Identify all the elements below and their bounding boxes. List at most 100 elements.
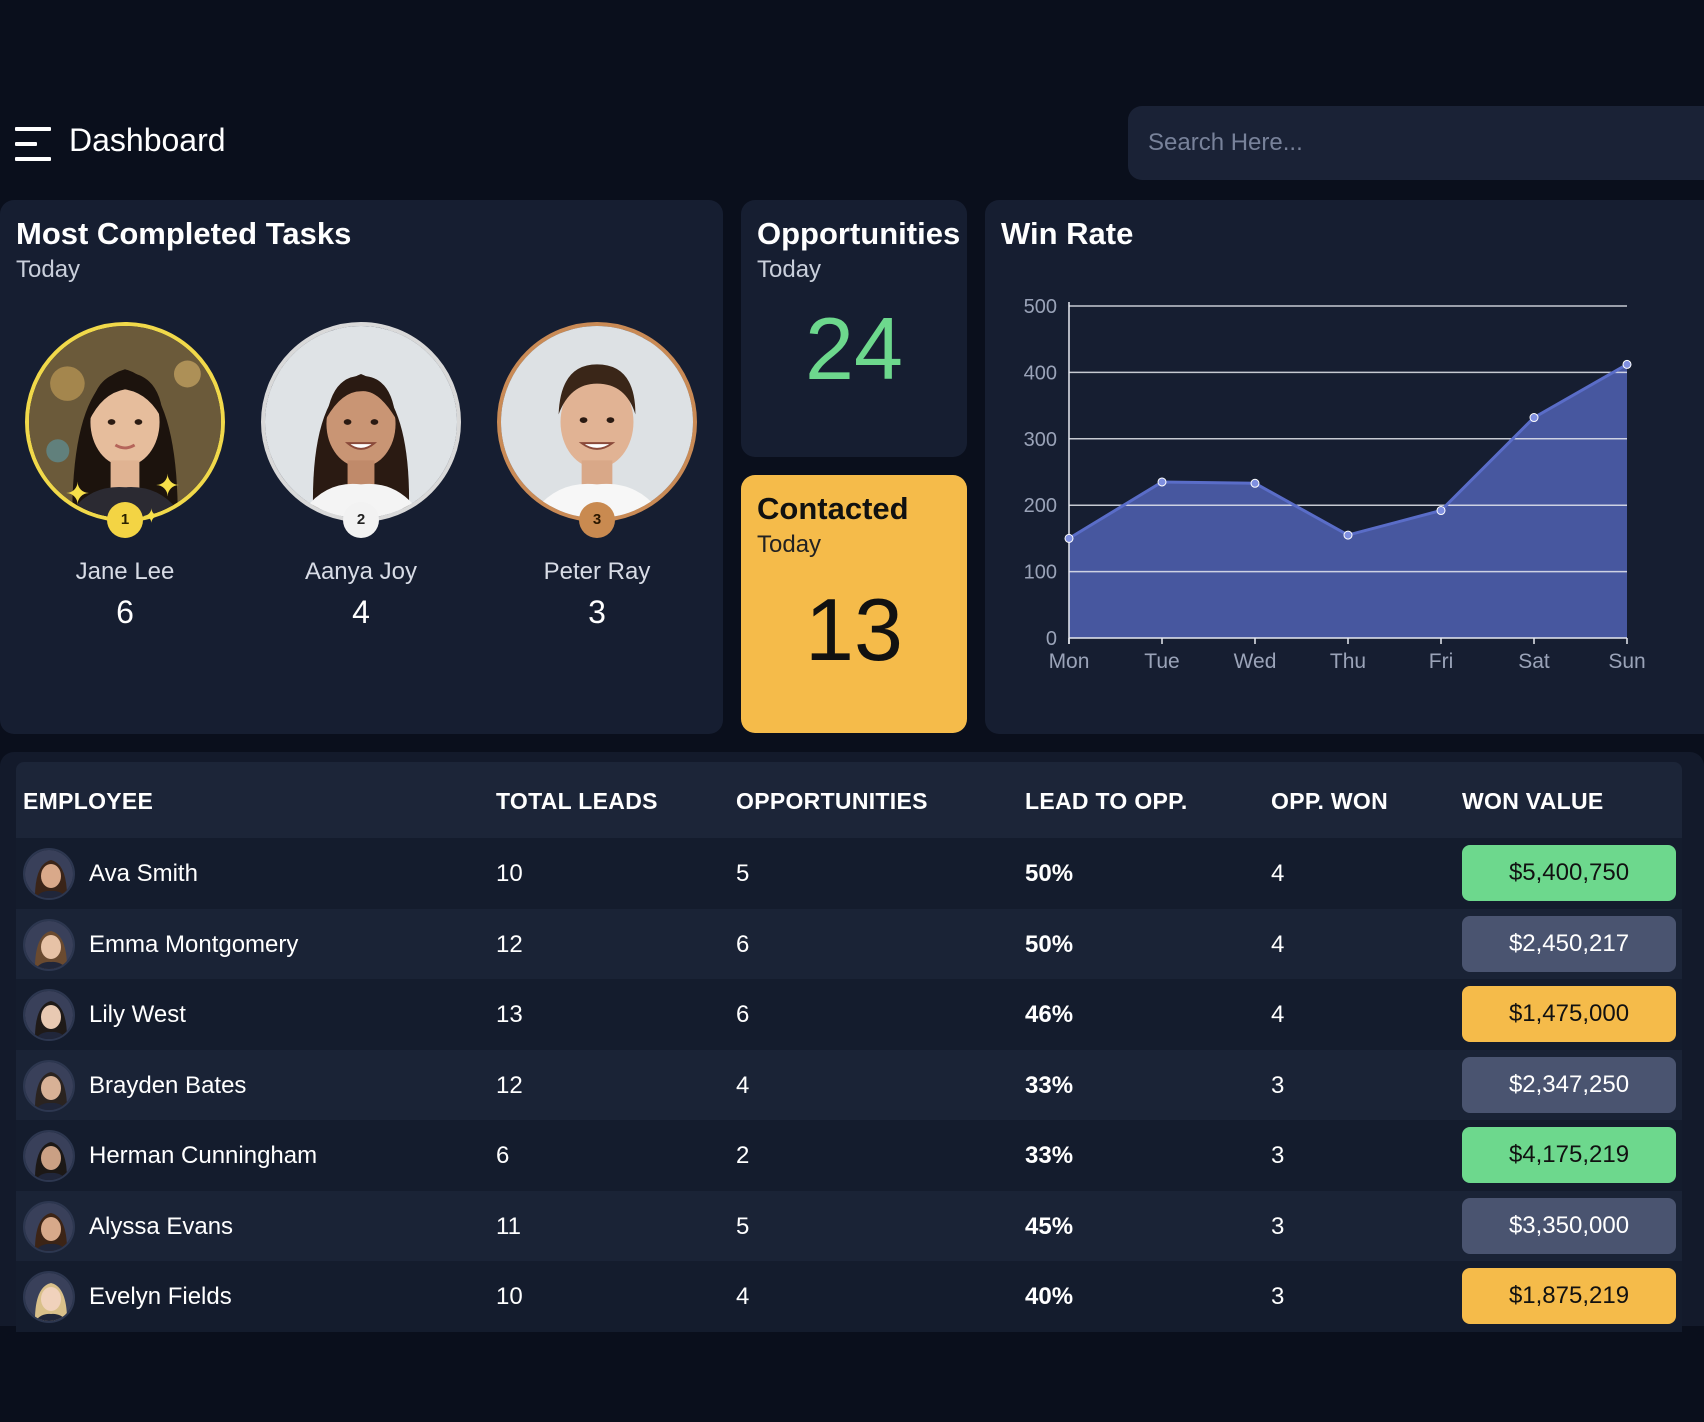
data-point bbox=[1622, 359, 1632, 369]
won-value-badge: $2,347,250 bbox=[1462, 1056, 1676, 1113]
won-value-badge: $2,450,217 bbox=[1462, 915, 1676, 972]
person-portrait-icon bbox=[25, 1061, 73, 1110]
rank-badge: 2 bbox=[343, 502, 379, 538]
employee-avatar bbox=[23, 989, 75, 1041]
opportunities-cell: 5 bbox=[736, 1212, 750, 1240]
x-tick-label: Tue bbox=[1144, 650, 1179, 673]
won-value-badge: $4,175,219 bbox=[1462, 1127, 1676, 1183]
total-leads-cell: 11 bbox=[496, 1212, 521, 1240]
y-tick-label: 400 bbox=[1024, 362, 1057, 384]
top-performer-3[interactable]: 3 Peter Ray 3 bbox=[497, 322, 697, 632]
chart-title: Win Rate bbox=[1001, 216, 1134, 251]
employee-avatar bbox=[23, 1271, 75, 1323]
employee-name: Lily West bbox=[89, 1001, 186, 1028]
total-leads-cell: 6 bbox=[496, 1142, 510, 1169]
avatar bbox=[261, 322, 461, 522]
employee-avatar bbox=[23, 1059, 75, 1112]
table-row[interactable]: Lily West 13 6 46% 4 $1,475,000 bbox=[16, 979, 1682, 1050]
employee-avatar bbox=[23, 1130, 75, 1182]
data-point bbox=[1436, 506, 1446, 516]
woman-portrait-icon bbox=[29, 326, 221, 518]
win-rate-card: Win Rate 0 100 200 300 400 500 Mon Tue Wed Thu Fri… bbox=[985, 200, 1704, 734]
contacted-card[interactable]: Contacted Today 13 bbox=[741, 475, 967, 733]
lead-to-opp-cell: 46% bbox=[1025, 1001, 1074, 1028]
table-header: EMPLOYEE TOTAL LEADS OPPORTUNITIES LEAD … bbox=[16, 762, 1682, 838]
y-tick-label: 500 bbox=[1024, 296, 1057, 318]
opportunities-cell: 6 bbox=[736, 1001, 750, 1028]
opportunities-cell: 4 bbox=[736, 1283, 750, 1310]
card-subtitle: Today bbox=[757, 531, 822, 558]
search-input[interactable] bbox=[1128, 106, 1704, 180]
column-header-opp-won[interactable]: OPP. WON bbox=[1271, 788, 1388, 814]
total-leads-cell: 10 bbox=[496, 860, 523, 887]
rank-badge: 1 bbox=[107, 502, 143, 538]
employee-table: EMPLOYEE TOTAL LEADS OPPORTUNITIES LEAD … bbox=[16, 762, 1682, 1332]
card-subtitle: Today bbox=[16, 256, 81, 283]
opp-won-cell: 3 bbox=[1271, 1283, 1285, 1310]
performer-task-count: 4 bbox=[352, 594, 370, 630]
avatar bbox=[497, 322, 697, 522]
win-rate-chart: 0 100 200 300 400 500 Mon Tue Wed Thu Fri Sat Sun bbox=[1024, 296, 1646, 673]
avatar bbox=[25, 322, 225, 522]
data-point bbox=[1157, 477, 1167, 487]
lead-to-opp-cell: 33% bbox=[1025, 1142, 1074, 1169]
employee-name: Brayden Bates bbox=[89, 1071, 247, 1099]
card-title: Most Completed Tasks bbox=[16, 216, 352, 251]
table-row[interactable]: Emma Montgomery 12 6 50% 4 $2,450,217 bbox=[16, 908, 1682, 979]
most-completed-tasks-card: Most Completed Tasks Today ✦ ✦ ✦ 1 Jane bbox=[0, 200, 723, 734]
total-leads-cell: 12 bbox=[496, 930, 523, 958]
person-portrait-icon bbox=[25, 991, 73, 1039]
person-portrait-icon bbox=[25, 850, 73, 898]
top-performer-1[interactable]: ✦ ✦ ✦ 1 Jane Lee 6 bbox=[25, 322, 225, 632]
person-portrait-icon bbox=[25, 1202, 73, 1251]
performer-task-count: 6 bbox=[116, 594, 134, 630]
rank-badge: 3 bbox=[579, 502, 615, 538]
table-row[interactable]: Brayden Bates 12 4 33% 3 $2,347,250 bbox=[16, 1049, 1682, 1120]
employee-avatar bbox=[23, 848, 75, 900]
table-row[interactable]: Alyssa Evans 11 5 45% 3 $3,350,000 bbox=[16, 1190, 1682, 1261]
employee-name: Alyssa Evans bbox=[89, 1212, 234, 1240]
sparkle-icon: ✦ bbox=[143, 506, 160, 528]
person-portrait-icon bbox=[25, 920, 73, 969]
employee-name: Herman Cunningham bbox=[89, 1142, 318, 1169]
x-tick-label: Wed bbox=[1234, 650, 1277, 673]
performer-task-count: 3 bbox=[588, 594, 606, 630]
lead-to-opp-cell: 45% bbox=[1025, 1212, 1074, 1240]
opportunities-cell: 2 bbox=[736, 1142, 750, 1169]
table-row[interactable]: Ava Smith 10 5 50% 4 $5,400,750 bbox=[16, 838, 1682, 909]
hamburger-menu-icon[interactable] bbox=[15, 127, 51, 161]
page-title: Dashboard bbox=[69, 122, 226, 158]
man-portrait-icon bbox=[501, 326, 693, 518]
card-title: Contacted bbox=[757, 491, 909, 526]
person-portrait-icon bbox=[25, 1273, 73, 1321]
sparkle-icon: ✦ bbox=[65, 478, 91, 511]
column-header-total-leads[interactable]: TOTAL LEADS bbox=[496, 788, 658, 814]
y-tick-label: 0 bbox=[1046, 628, 1057, 650]
opportunities-card[interactable]: Opportunities Today 24 bbox=[741, 200, 967, 457]
table-row[interactable]: Evelyn Fields 10 4 40% 3 $1,875,219 bbox=[16, 1261, 1682, 1332]
data-point bbox=[1529, 413, 1539, 423]
opp-won-cell: 4 bbox=[1271, 930, 1285, 958]
lead-to-opp-cell: 40% bbox=[1025, 1283, 1074, 1310]
sparkle-icon: ✦ bbox=[155, 470, 181, 503]
column-header-employee[interactable]: EMPLOYEE bbox=[23, 788, 154, 814]
column-header-lead-to-opp[interactable]: LEAD TO OPP. bbox=[1025, 788, 1188, 814]
data-point bbox=[1250, 478, 1260, 488]
total-leads-cell: 12 bbox=[496, 1071, 523, 1099]
y-tick-label: 300 bbox=[1024, 429, 1057, 451]
employee-avatar bbox=[23, 918, 75, 971]
table-row[interactable]: Herman Cunningham 6 2 33% 3 $4,175,219 bbox=[16, 1120, 1682, 1191]
data-point bbox=[1064, 533, 1074, 543]
column-header-opportunities[interactable]: OPPORTUNITIES bbox=[736, 788, 928, 814]
table-body: Ava Smith 10 5 50% 4 $5,400,750 Emma Montgomer… bbox=[16, 838, 1682, 1332]
opp-won-cell: 4 bbox=[1271, 1001, 1285, 1028]
employee-name: Evelyn Fields bbox=[89, 1283, 232, 1310]
top-performer-2[interactable]: 2 Aanya Joy 4 bbox=[261, 322, 461, 632]
column-header-won-value[interactable]: WON VALUE bbox=[1462, 788, 1604, 814]
opportunities-count: 24 bbox=[805, 299, 903, 398]
person-portrait-icon bbox=[25, 1132, 73, 1180]
y-tick-label: 200 bbox=[1024, 495, 1057, 517]
win-rate-area bbox=[1069, 364, 1627, 638]
performer-name: Jane Lee bbox=[75, 558, 175, 585]
total-leads-cell: 10 bbox=[496, 1283, 523, 1310]
